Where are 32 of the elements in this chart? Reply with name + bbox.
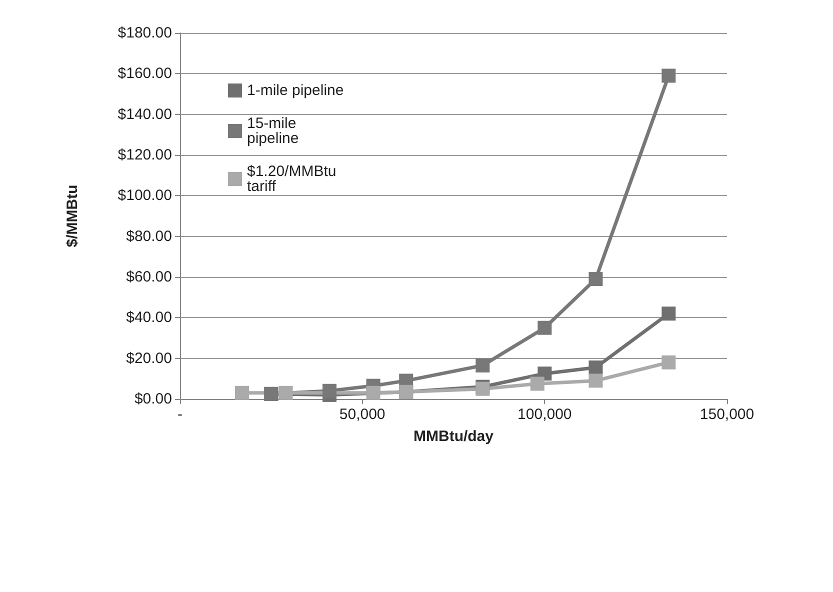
y-axis-title: $/MMBtu [64,184,81,248]
point [476,358,490,372]
point [662,68,676,83]
point [278,386,293,400]
point [662,306,676,321]
point [322,384,337,398]
y-tick-label: $140.00 [118,106,172,123]
y-tick-label: $160.00 [118,65,172,82]
point [588,272,603,286]
point [366,386,380,400]
x-axis-title: MMBtu/day [414,428,494,445]
x-tick-label: 50,000 [339,406,386,423]
legend-label: $1.20/MMBtu tariff [247,163,340,195]
y-tick-label: $40.00 [126,309,172,326]
x-tick-label: - [178,406,182,423]
y-tick-label: $0.00 [134,390,172,408]
legend-label: 1-mile pipeline [247,82,344,99]
legend-label: 15-mile pipeline [247,115,300,147]
point [234,386,249,400]
point [662,355,676,370]
x-tick-label: 100,000 [518,406,572,423]
point [538,320,552,335]
point [588,360,603,374]
y-tick-label: $120.00 [118,146,172,164]
y-tick-label: $180.00 [118,24,172,42]
x-tick-label: 150,000 [700,406,754,423]
point [530,376,544,391]
y-tick-label: $20.00 [126,350,172,367]
point [588,374,603,388]
y-tick-label: $80.00 [126,228,172,245]
y-tick-label: $60.00 [126,268,172,286]
y-tick-label: $100.00 [118,187,172,204]
